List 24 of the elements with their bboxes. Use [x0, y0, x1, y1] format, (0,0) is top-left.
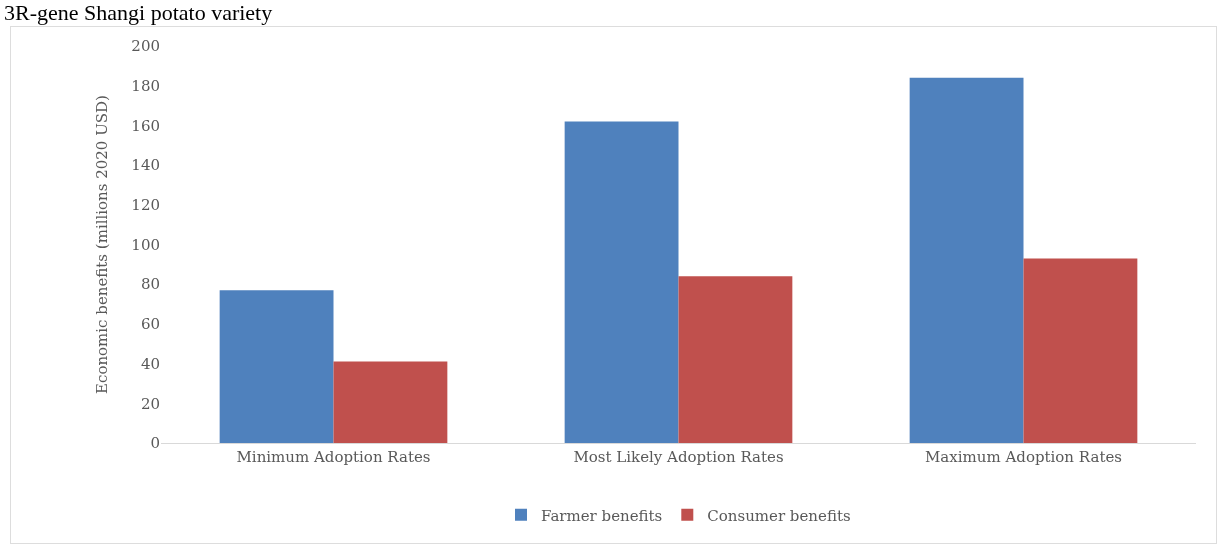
bar — [909, 77, 1024, 443]
y-tick-label: 100 — [131, 235, 160, 254]
y-tick-label: 140 — [131, 156, 160, 175]
bar — [678, 276, 793, 443]
y-tick-label: 180 — [131, 76, 160, 95]
bar — [333, 361, 448, 443]
y-tick-label: 120 — [131, 196, 160, 215]
y-tick-label: 60 — [140, 315, 160, 334]
bar — [564, 121, 679, 443]
bar — [1023, 258, 1138, 443]
y-tick-label: 160 — [131, 116, 160, 135]
x-tick-label: Minimum Adoption Rates — [236, 448, 431, 466]
y-tick-label: 20 — [140, 394, 160, 413]
y-tick-label: 40 — [140, 354, 160, 373]
y-axis-title: Economic benefits (millions 2020 USD) — [92, 95, 111, 394]
legend-label: Farmer benefits — [541, 506, 663, 525]
y-tick-label: 0 — [150, 434, 160, 453]
chart-title: 3R-gene Shangi potato variety — [4, 0, 273, 26]
bar — [219, 290, 334, 443]
x-tick-label: Maximum Adoption Rates — [925, 448, 1122, 466]
x-tick-label: Most Likely Adoption Rates — [573, 448, 784, 466]
y-tick-label: 200 — [131, 37, 160, 56]
legend-label: Consumer benefits — [707, 506, 851, 525]
y-tick-label: 80 — [140, 275, 160, 294]
